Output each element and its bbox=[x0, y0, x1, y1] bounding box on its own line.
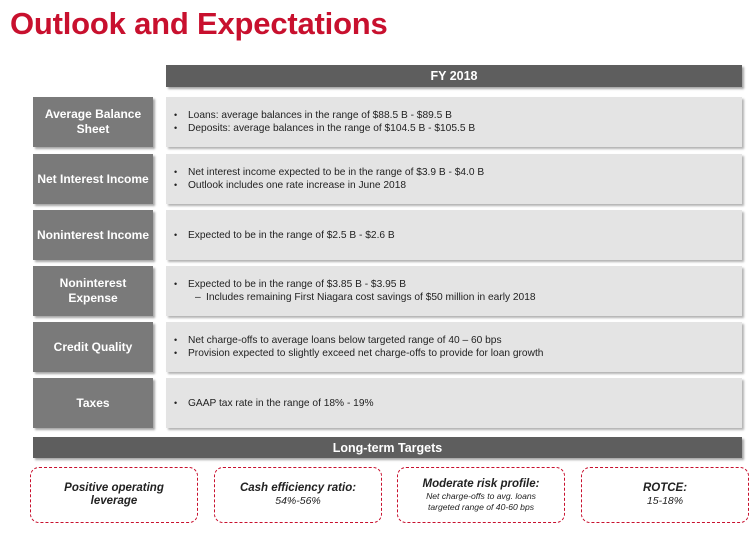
target-rotce: ROTCE: 15-18% bbox=[581, 467, 749, 523]
bullet-item: Expected to be in the range of $3.85 B -… bbox=[166, 278, 742, 291]
target-cash-efficiency-ratio: Cash efficiency ratio: 54%-56% bbox=[214, 467, 382, 523]
outlook-row-credit-quality: Credit Quality Net charge-offs to averag… bbox=[33, 322, 742, 372]
row-label: Average Balance Sheet bbox=[33, 97, 153, 147]
target-value: 15-18% bbox=[646, 495, 684, 507]
row-label: Noninterest Income bbox=[33, 210, 153, 260]
row-label: Noninterest Expense bbox=[33, 266, 153, 316]
bullet-item: Net interest income expected to be in th… bbox=[166, 166, 742, 179]
target-title: leverage bbox=[90, 495, 138, 507]
target-title: ROTCE: bbox=[642, 482, 688, 494]
row-label: Taxes bbox=[33, 378, 153, 428]
outlook-row-noninterest-income: Noninterest Income Expected to be in the… bbox=[33, 210, 742, 260]
row-content: Net interest income expected to be in th… bbox=[166, 154, 742, 204]
target-title: Positive operating bbox=[64, 482, 164, 494]
target-detail: Net charge-offs to avg. loans bbox=[426, 490, 536, 501]
bullet-item: Outlook includes one rate increase in Ju… bbox=[166, 179, 742, 192]
row-content: Net charge-offs to average loans below t… bbox=[166, 322, 742, 372]
row-label-line: Expense bbox=[68, 291, 118, 305]
sub-bullet-item: Includes remaining First Niagara cost sa… bbox=[166, 291, 742, 304]
bullet-item: GAAP tax rate in the range of 18% - 19% bbox=[166, 397, 742, 410]
target-title: Cash efficiency ratio: bbox=[239, 482, 357, 494]
bullet-item: Deposits: average balances in the range … bbox=[166, 122, 742, 135]
long-term-targets-header: Long-term Targets bbox=[33, 437, 742, 458]
row-content: GAAP tax rate in the range of 18% - 19% bbox=[166, 378, 742, 428]
bullet-item: Expected to be in the range of $2.5 B - … bbox=[166, 229, 742, 242]
bullet-item: Loans: average balances in the range of … bbox=[166, 109, 742, 122]
target-moderate-risk-profile: Moderate risk profile: Net charge-offs t… bbox=[397, 467, 565, 523]
page-title: Outlook and Expectations bbox=[10, 6, 388, 41]
row-content: Expected to be in the range of $3.85 B -… bbox=[166, 266, 742, 316]
target-detail: targeted range of 40-60 bps bbox=[427, 501, 535, 512]
row-label-line: Sheet bbox=[76, 122, 110, 136]
outlook-row-taxes: Taxes GAAP tax rate in the range of 18% … bbox=[33, 378, 742, 428]
fy-column-header: FY 2018 bbox=[166, 65, 742, 87]
row-label: Credit Quality bbox=[33, 322, 153, 372]
target-title: Moderate risk profile: bbox=[422, 477, 540, 490]
bullet-item: Net charge-offs to average loans below t… bbox=[166, 334, 742, 347]
target-positive-operating-leverage: Positive operating leverage bbox=[30, 467, 198, 523]
row-label-line: Noninterest bbox=[59, 276, 127, 290]
row-label: Net Interest Income bbox=[33, 154, 153, 204]
row-content: Expected to be in the range of $2.5 B - … bbox=[166, 210, 742, 260]
outlook-row-net-interest-income: Net Interest Income Net interest income … bbox=[33, 154, 742, 204]
bullet-item: Provision expected to slightly exceed ne… bbox=[166, 347, 742, 360]
row-label-line: Average Balance bbox=[44, 107, 142, 121]
target-value: 54%-56% bbox=[275, 495, 321, 507]
row-content: Loans: average balances in the range of … bbox=[166, 97, 742, 147]
